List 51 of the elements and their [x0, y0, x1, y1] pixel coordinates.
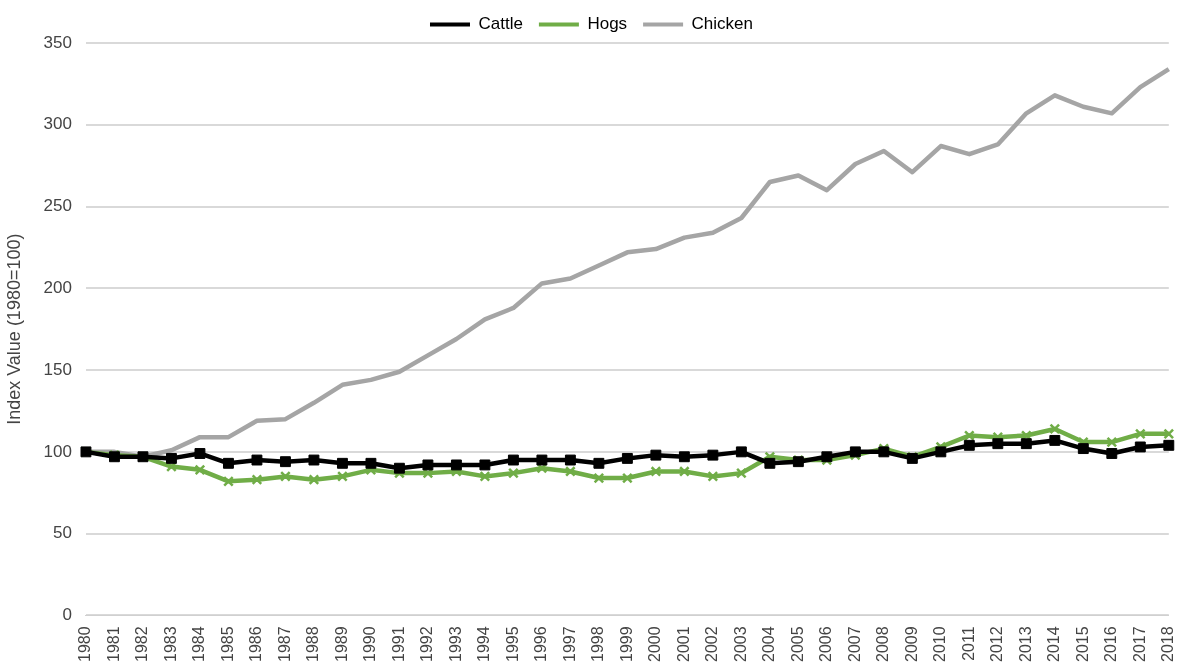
x-tick-label: 2000: [646, 626, 664, 662]
x-tick-label: 2015: [1073, 626, 1091, 662]
y-tick-label: 300: [43, 114, 72, 134]
x-tick-label: 1995: [503, 626, 521, 662]
x-tick-label: 2005: [788, 626, 806, 662]
x-tick-label: 2017: [1130, 626, 1148, 662]
x-tick-label: 1987: [275, 626, 293, 662]
x-tick-label: 2009: [902, 626, 920, 662]
x-tick-label: 1985: [218, 626, 236, 662]
legend-label: Cattle: [478, 14, 523, 34]
x-tick-label: 1996: [532, 626, 550, 662]
x-tick-label: 2010: [931, 626, 949, 662]
x-tick-label: 1986: [247, 626, 265, 662]
x-tick-label: 2002: [703, 626, 721, 662]
x-tick-label: 2016: [1102, 626, 1120, 662]
x-tick-label: 1980: [76, 626, 94, 662]
x-tick-label: 2011: [959, 626, 977, 661]
y-tick-label: 100: [43, 441, 72, 461]
y-tick-label: 200: [43, 278, 72, 297]
legend-label: Chicken: [691, 14, 754, 34]
x-tick-label: 2018: [1159, 626, 1177, 662]
y-tick-label: 0: [62, 605, 72, 625]
x-tick-label: 1997: [560, 626, 578, 662]
x-tick-label: 2013: [1016, 626, 1034, 662]
x-tick-label: 1999: [617, 626, 635, 662]
x-tick-label: 1983: [161, 626, 179, 662]
x-tick-label: 2006: [817, 626, 835, 662]
x-tick-label: 2014: [1045, 626, 1063, 662]
x-tick-label: 1984: [190, 626, 208, 662]
x-tick-label: 1990: [361, 626, 379, 662]
x-tick-label: 1991: [389, 626, 407, 662]
x-tick-label: 2004: [760, 626, 778, 662]
x-tick-label: 1988: [304, 626, 322, 662]
x-tick-label: 2008: [874, 626, 892, 662]
x-tick-label: 1989: [332, 626, 350, 662]
x-tick-label: 1981: [104, 626, 122, 662]
x-tick-label: 2007: [845, 626, 863, 662]
x-tick-label: 1994: [475, 626, 493, 662]
x-tick-label: 1993: [446, 626, 464, 662]
x-tick-label: 1992: [418, 626, 436, 662]
legend-label: Hogs: [587, 14, 628, 34]
x-tick-label: 2012: [988, 626, 1006, 662]
y-tick-label: 350: [43, 32, 72, 52]
x-tick-label: 2001: [674, 626, 692, 662]
y-tick-label: 250: [43, 196, 72, 216]
y-tick-label: 50: [53, 523, 72, 543]
x-tick-label: 1998: [589, 626, 607, 662]
x-tick-label: 1982: [133, 626, 151, 662]
x-tick-label: 2003: [731, 626, 749, 662]
y-axis-title: Index Value (1980=100): [3, 233, 24, 425]
y-tick-label: 150: [43, 359, 72, 379]
